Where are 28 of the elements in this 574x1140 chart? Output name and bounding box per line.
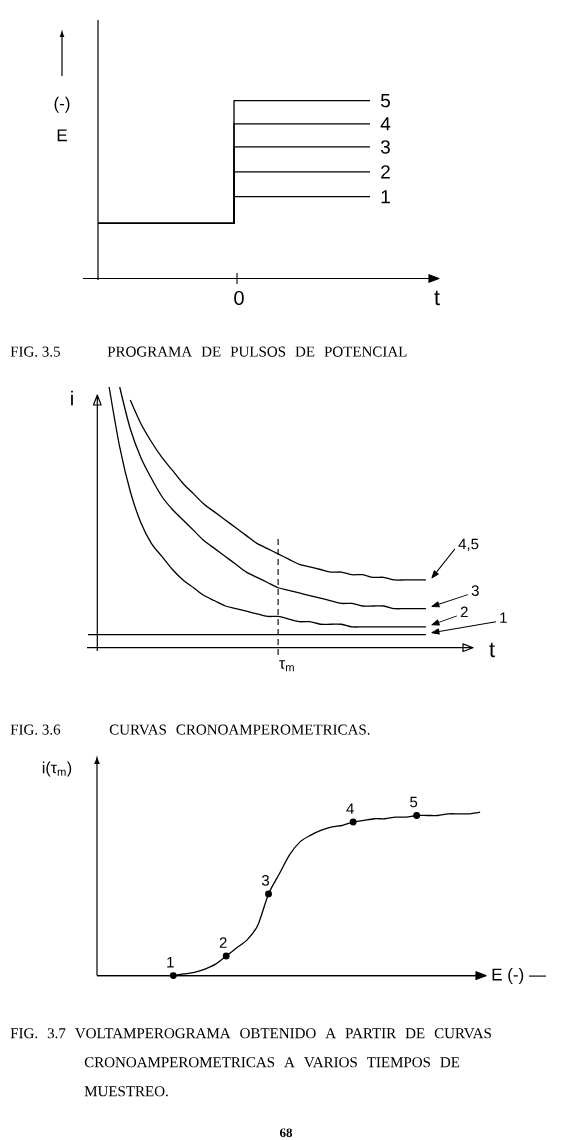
chart-title: FIG. 3.7 VOLTAMPEROGRAMA OBTENIDO A PARTIR DE CURVAS CRONOAMPEROMETRICAS A VARIOS TIEMPOS DE MUESTREO. [10, 1028, 491, 1097]
y-axis-title: i(τ$_{m}$) [42, 761, 72, 777]
y-axis-title: (-) E [54, 96, 70, 142]
x-axis-title: t [489, 642, 495, 658]
series-label: 2 [381, 165, 390, 179]
text: CURVAS CRONOAMPEROMETRICAS. [109, 724, 370, 735]
legend-label: 3 [471, 585, 479, 596]
series-label: 4 [380, 117, 391, 131]
text: FIG. 3.5 [10, 346, 61, 357]
series-label: 1 [167, 957, 174, 968]
series-label: 5 [410, 796, 418, 808]
series-label: 1 [381, 190, 390, 204]
text: 68 [279, 1128, 293, 1138]
text: 0 [234, 290, 244, 306]
series-label: 3 [380, 140, 390, 154]
y-axis-title: i [71, 390, 73, 406]
x-axis-title: t [434, 290, 440, 306]
text: 4,5 [458, 538, 479, 552]
text: PROGRAMA DE PULSOS DE POTENCIAL [107, 346, 407, 357]
x-axis-title: E (-) — [492, 968, 546, 984]
series-label: 5 [380, 94, 390, 108]
series-label: 2 [219, 937, 227, 948]
legend-label: 2 [460, 606, 468, 618]
legend-label: 1 [500, 612, 507, 623]
series-label: 4 [346, 803, 354, 814]
text: FIG. 3.6 [10, 724, 61, 735]
text: τ$_{m}$ [279, 660, 294, 672]
series-label: 3 [261, 875, 270, 886]
